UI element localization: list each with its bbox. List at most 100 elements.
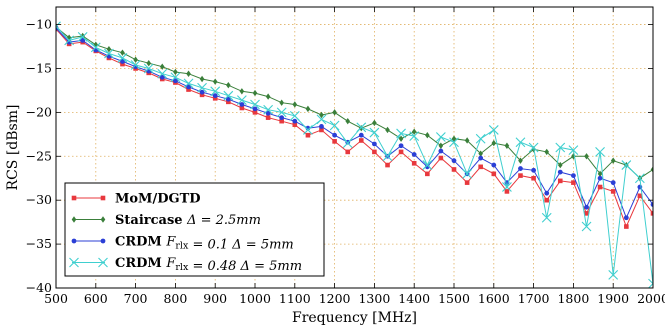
data-point [130,60,141,70]
data-point [183,78,194,89]
data-point [292,118,298,124]
legend: MoM/DGTD Staircase Δ = 2.5mm CRDM Frlx = 0… [64,182,325,277]
data-point [199,75,205,83]
data-point [425,171,430,177]
data-point [398,149,404,155]
data-point [186,87,191,92]
data-point [650,202,653,207]
data-point [265,93,271,100]
data-point [581,221,592,232]
data-point [623,215,629,221]
data-point [555,142,566,153]
data-point [225,96,231,102]
data-point [143,63,154,74]
legend-marker [71,238,77,244]
data-point [252,110,258,115]
legend-label: Staircase Δ = 2.5mm [115,213,261,228]
data-point [451,135,457,142]
data-point [239,88,245,95]
data-point [478,150,483,157]
legend-label: MoM/DGTD [115,192,201,207]
data-point [398,143,404,149]
data-point [385,162,390,168]
data-point [531,175,536,181]
data-point [305,105,311,113]
data-point [133,56,138,63]
data-point [385,126,390,134]
legend-marker [100,216,106,223]
y-axis-label: RCS [dBsm] [5,105,21,191]
x-tick-label: 1600 [478,291,510,306]
data-point [186,70,191,77]
data-point [236,95,247,105]
data-point [451,167,457,172]
x-tick-label: 1800 [557,291,589,306]
data-point [210,86,221,97]
data-point [356,122,367,133]
data-point [608,269,619,280]
data-point [292,101,298,108]
data-point [345,117,351,125]
data-point [478,155,484,161]
data-point [382,151,393,162]
data-point [634,173,645,184]
data-point [518,166,523,171]
data-point [159,74,165,80]
data-point [650,166,653,173]
data-point [411,152,417,157]
data-point [226,99,231,105]
data-point [157,68,168,79]
legend-marker [71,216,77,223]
series-1 [56,23,653,182]
data-point [610,157,616,164]
x-tick-label: 1700 [518,291,550,306]
data-point [372,141,377,147]
data-point [292,122,298,127]
legend-label: CRDM Frlx = 0.1 Δ = 5mm [115,235,294,253]
x-tick-label: 1300 [358,291,390,306]
data-point [504,142,510,149]
x-tick-label: 900 [203,291,227,306]
data-point [199,92,205,98]
data-point [106,45,112,53]
data-point [250,99,260,110]
y-tick-label: −15 [26,60,52,75]
data-point [438,142,444,149]
x-tick-label: 1400 [398,291,430,306]
data-point [478,164,483,170]
data-point [584,204,589,210]
y-tick-label: −20 [26,104,52,119]
x-tick-label: 1200 [319,291,351,306]
x-tick-label: 600 [84,291,108,306]
data-point [342,138,353,148]
x-tick-label: 700 [124,291,148,306]
data-point [610,180,616,186]
data-point [464,180,470,185]
data-point [173,68,178,76]
data-point [358,132,364,138]
series-3 [56,21,653,288]
data-point [422,160,433,170]
data-point [64,35,75,46]
data-point [411,128,417,135]
data-point [557,178,563,184]
x-tick-label: 2000 [637,291,665,306]
data-point [239,105,245,111]
data-point [597,175,603,181]
data-point [571,173,576,179]
data-point [329,120,340,131]
legend-label: CRDM Frlx = 0.48 Δ = 5mm [115,256,302,274]
data-point [544,190,550,196]
data-point [186,84,191,90]
data-point [263,104,274,115]
data-point [462,168,473,179]
data-point [491,171,497,177]
data-point [332,132,337,138]
data-point [303,125,313,135]
data-point [518,157,523,164]
data-point [597,170,603,178]
data-point [212,93,218,99]
data-point [435,132,446,142]
legend-marker [69,257,79,268]
data-point [595,147,605,157]
